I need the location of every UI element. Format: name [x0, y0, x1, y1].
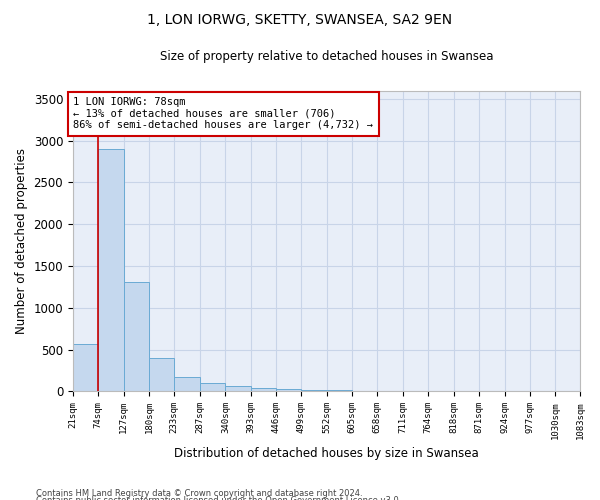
Bar [73, 344, 98, 392]
Bar [276, 389, 301, 392]
Bar [251, 388, 276, 392]
Bar [98, 149, 124, 392]
Bar [301, 390, 327, 392]
X-axis label: Distribution of detached houses by size in Swansea: Distribution of detached houses by size … [175, 447, 479, 460]
Y-axis label: Number of detached properties: Number of detached properties [15, 148, 28, 334]
Bar [124, 282, 149, 392]
Text: 1, LON IORWG, SKETTY, SWANSEA, SA2 9EN: 1, LON IORWG, SKETTY, SWANSEA, SA2 9EN [148, 12, 452, 26]
Text: 1 LON IORWG: 78sqm
← 13% of detached houses are smaller (706)
86% of semi-detach: 1 LON IORWG: 78sqm ← 13% of detached hou… [73, 97, 373, 130]
Bar [200, 383, 226, 392]
Bar [149, 358, 174, 392]
Bar [226, 386, 251, 392]
Title: Size of property relative to detached houses in Swansea: Size of property relative to detached ho… [160, 50, 493, 63]
Bar [327, 390, 352, 392]
Text: Contains public sector information licensed under the Open Government Licence v3: Contains public sector information licen… [36, 496, 401, 500]
Text: Contains HM Land Registry data © Crown copyright and database right 2024.: Contains HM Land Registry data © Crown c… [36, 488, 362, 498]
Bar [174, 377, 200, 392]
Bar [352, 390, 377, 392]
